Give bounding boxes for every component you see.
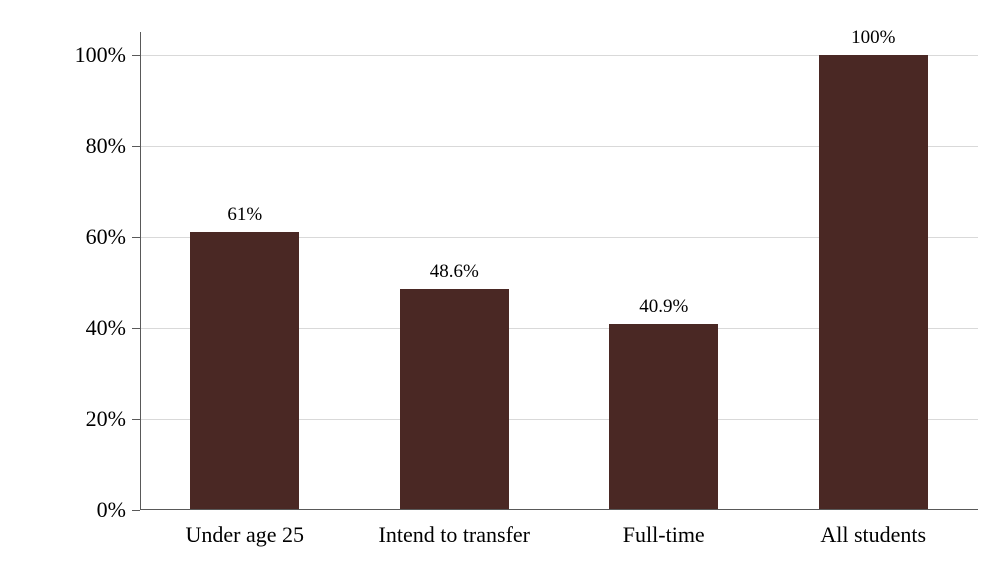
bar-value-label: 40.9% [639,296,688,318]
y-tick-label: 100% [75,42,140,68]
bar-value-label: 100% [851,27,895,49]
x-category-label: All students [820,510,926,548]
bar-value-label: 48.6% [430,261,479,283]
plot-area: 0%20%40%60%80%100%61%Under age 2548.6%In… [140,32,978,510]
y-tick-label: 80% [86,133,140,159]
y-axis-line [140,32,141,510]
x-category-label: Full-time [623,510,705,548]
bar [819,55,928,510]
bar [400,289,509,510]
x-category-label: Intend to transfer [379,510,531,548]
x-axis-line [140,509,978,510]
bar-value-label: 61% [227,204,262,226]
y-tick-label: 0% [97,497,140,523]
y-tick-label: 60% [86,224,140,250]
bar [190,232,299,510]
bar [609,324,718,510]
chart-container: 0% 20% 40% 60% 80% 100% 61% Under age 25 48.6% In… [0,0,1002,574]
x-category-label: Under age 25 [185,510,304,548]
y-tick-label: 20% [86,406,140,432]
y-tick-label: 40% [86,315,140,341]
